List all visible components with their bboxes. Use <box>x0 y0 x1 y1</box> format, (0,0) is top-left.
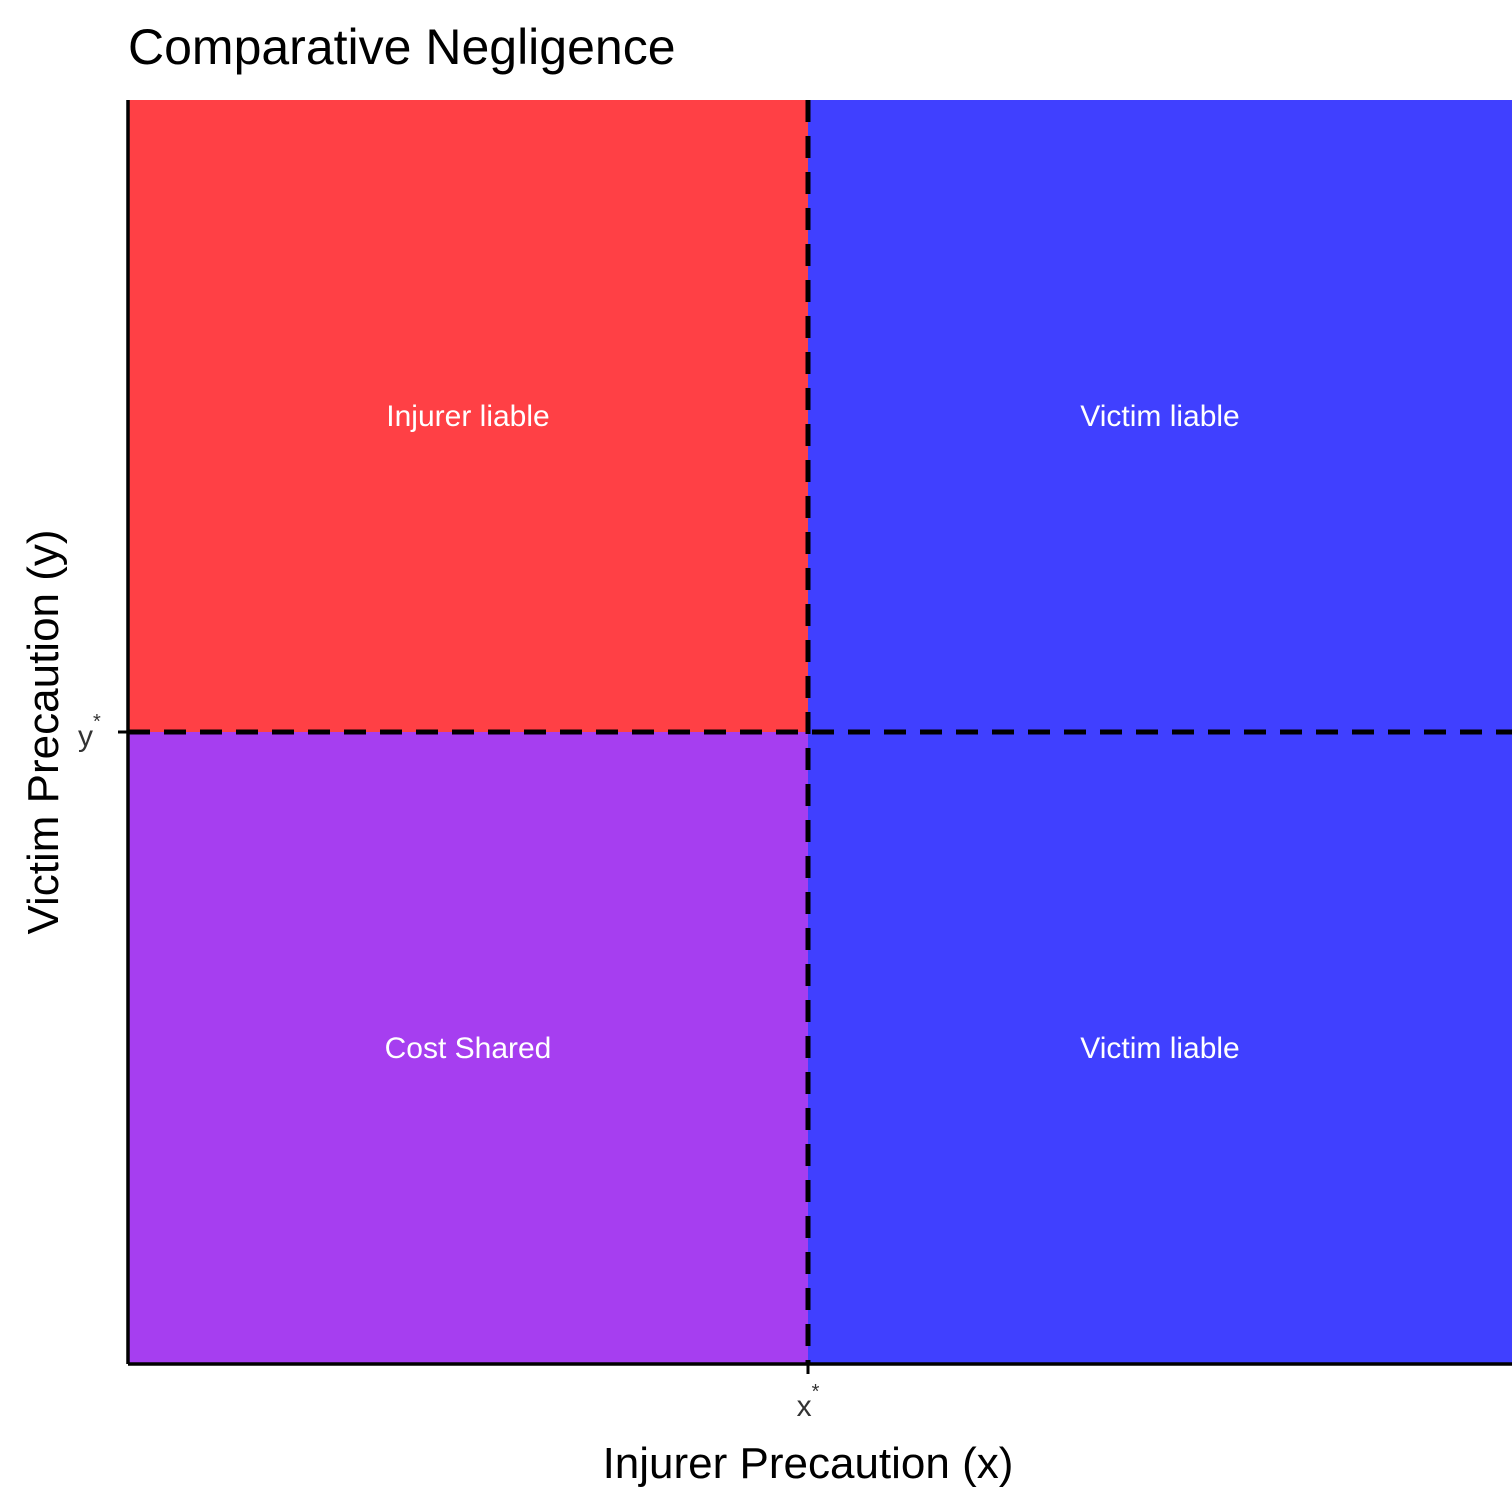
x-axis-title: Injurer Precaution (x) <box>603 1439 1014 1488</box>
region-victim-liable-2 <box>808 100 1512 732</box>
region-injurer-liable-1 <box>128 100 808 732</box>
y-tick-label: y* <box>78 711 101 753</box>
y-axis-title: Victim Precaution (y) <box>19 529 68 934</box>
x-tick-sup: * <box>812 1381 820 1403</box>
y-tick-sup: * <box>93 711 101 733</box>
region-label-cost-shared: Cost Shared <box>385 1032 552 1065</box>
region-cost-shared-3 <box>128 732 808 1364</box>
region-victim-liable-4 <box>808 732 1512 1364</box>
x-tick-base: x <box>797 1390 812 1423</box>
y-tick-base: y <box>78 720 93 753</box>
threshold-lines <box>128 100 1512 1364</box>
regions-layer <box>128 100 1512 1364</box>
ticks-layer: x*y* <box>78 711 820 1423</box>
region-label-injurer-liable: Injurer liable <box>386 400 549 433</box>
region-label-victim-liable: Victim liable <box>1080 400 1240 433</box>
region-label-victim-liable: Victim liable <box>1080 1032 1240 1065</box>
region-labels-layer: Injurer liable Victim liable Cost Shared Vi… <box>385 400 1240 1065</box>
chart-title: Comparative Negligence <box>128 19 676 75</box>
x-tick-label: x* <box>797 1381 820 1423</box>
